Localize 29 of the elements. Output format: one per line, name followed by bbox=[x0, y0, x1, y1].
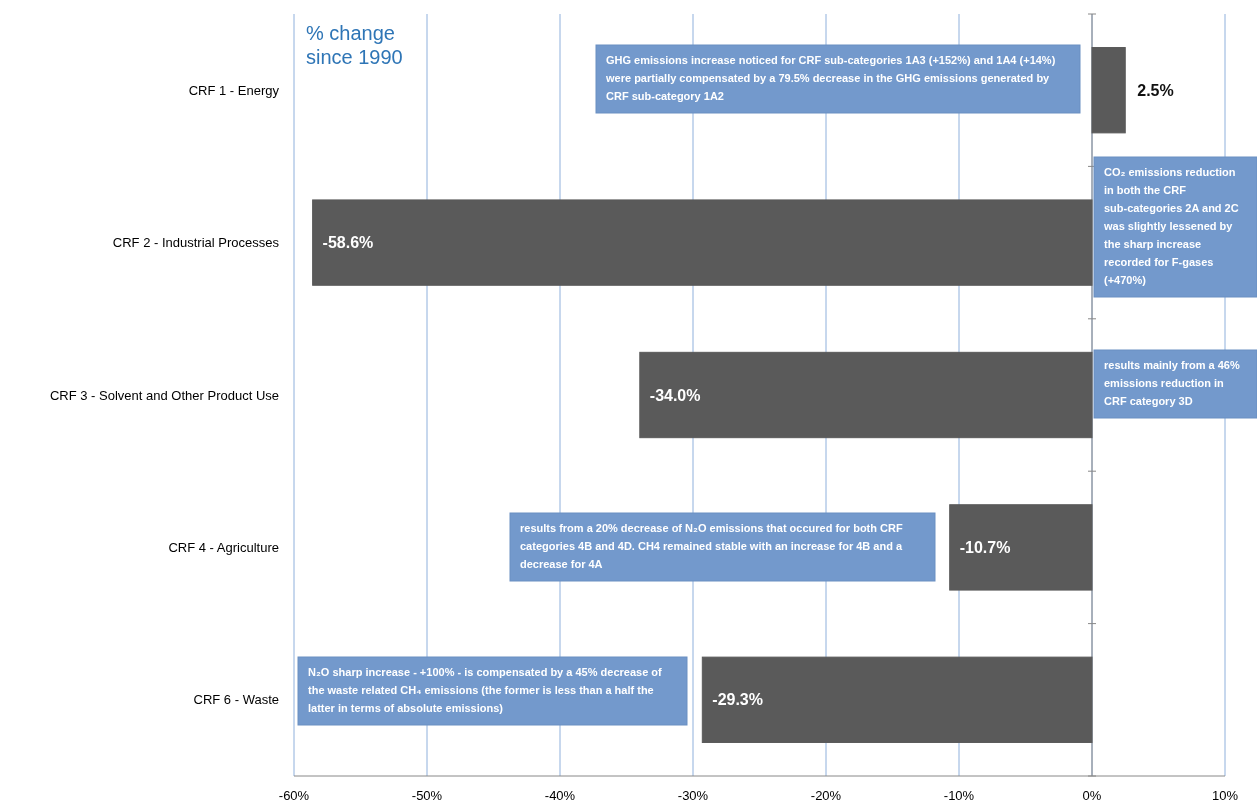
note-box: CO₂ emissions reduction in both the CRF sub-categories 2A and 2C was slightly lessened by the sharp increase recorded for F-gases (+470%) bbox=[1093, 156, 1257, 298]
y-tick-label: CRF 4 - Agriculture bbox=[168, 539, 279, 555]
y-tick-label: CRF 2 - Industrial Processes bbox=[112, 235, 280, 251]
x-tick-label: -50% bbox=[411, 788, 443, 803]
x-tick-label: -40% bbox=[544, 788, 576, 803]
x-tick-label: -30% bbox=[677, 788, 709, 803]
note-box: GHG emissions increase noticed for CRF sub-categories 1A3 (+152%) and 1A4 (+14%) were partially compensated by a 79.5% decrease in the GHG emissions generated by CRF sub-category 1A2 bbox=[595, 44, 1081, 114]
y-tick-label: CRF 1 - Energy bbox=[188, 82, 280, 98]
annotation: N₂O sharp increase - +100% - is compensated by a 45% decrease of the waste related CH₄ emissions (the former is less than a half the latter in terms of absolute emissions) bbox=[308, 666, 663, 714]
annotation: results from a 20% decrease of N₂O emissions that occured for both CRF categories 4B and 4D. CH4 remained stable with an increase for 4B and a decrease for 4A bbox=[520, 522, 903, 570]
note-box: results from a 20% decrease of N₂O emissions that occured for both CRF categories 4B and 4D. CH4 remained stable with an increase for 4B and a decrease for 4A bbox=[509, 512, 936, 582]
annotation: GHG emissions increase noticed for CRF sub-categories 1A3 (+152%) and 1A4 (+14%) were partially compensated by a 79.5% decrease in the GHG emissions generated by CRF sub-category 1A2 bbox=[605, 54, 1056, 102]
data-label: -34.0% bbox=[649, 386, 701, 404]
annotation: CO₂ emissions reduction in both the CRF sub-categories 2A and 2C was slightly lessened by the sharp increase recorded for F-gases (+470%) bbox=[1103, 166, 1239, 286]
data-label: -10.7% bbox=[959, 539, 1011, 556]
note-box: results mainly from a 46% emissions reduction in CRF category 3D bbox=[1093, 349, 1257, 419]
x-tick-label: -10% bbox=[943, 788, 975, 803]
x-tick-label: -60% bbox=[278, 788, 310, 803]
x-tick-label: 0% bbox=[1082, 788, 1102, 803]
annotation: results mainly from a 46% emissions reduction in CRF category 3D bbox=[1104, 359, 1240, 407]
data-label: -29.3% bbox=[712, 691, 764, 709]
y-tick-label: CRF 6 - Waste bbox=[193, 692, 279, 708]
text: % change since 1990 bbox=[306, 22, 403, 68]
note-box: N₂O sharp increase - +100% - is compensated by a 45% decrease of the waste related CH₄ emissions (the former is less than a half the latter in terms of absolute emissions) bbox=[297, 656, 688, 726]
data-label: 2.5% bbox=[1137, 81, 1174, 99]
x-tick-label: -20% bbox=[810, 788, 842, 803]
x-tick-label: 10% bbox=[1211, 788, 1239, 803]
y-tick-label: CRF 3 - Solvent and Other Product Use bbox=[49, 387, 279, 403]
data-label: -58.6% bbox=[322, 234, 374, 252]
